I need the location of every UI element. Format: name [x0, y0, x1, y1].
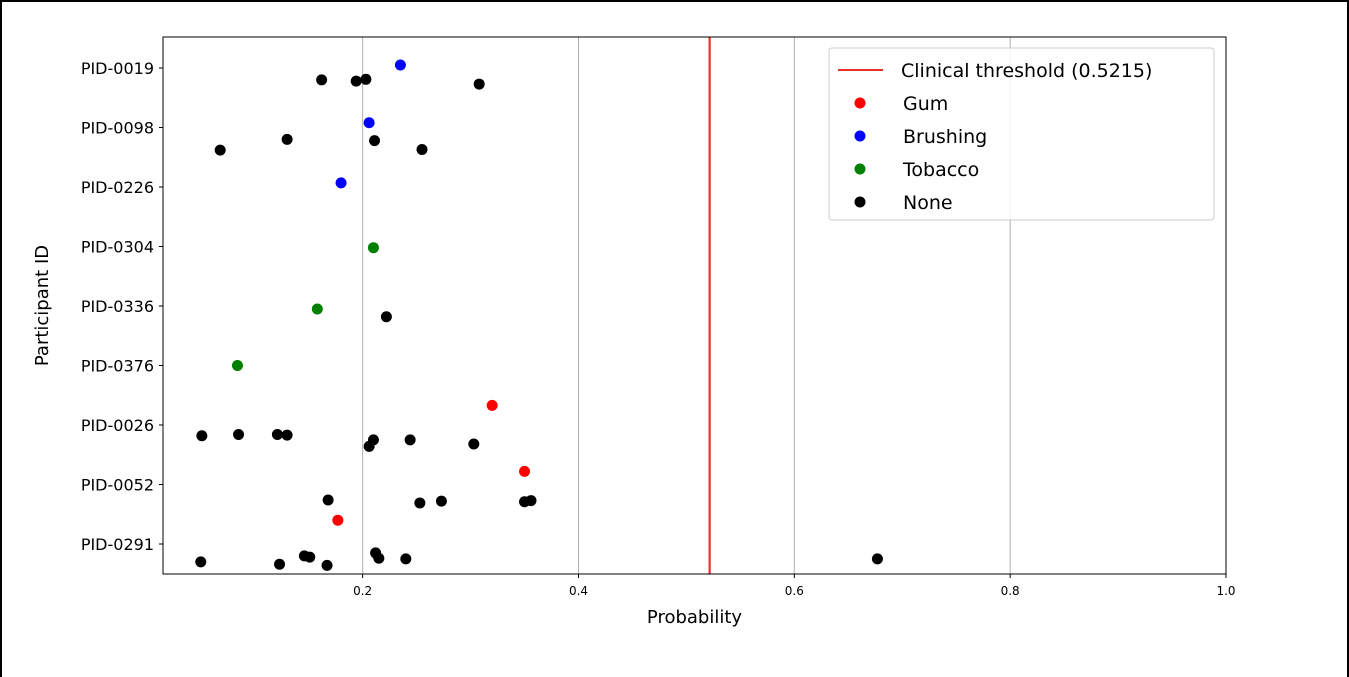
- legend-label-brushing: Brushing: [903, 126, 987, 148]
- legend-marker-brushing: [854, 130, 866, 142]
- point-none: [214, 144, 226, 156]
- point-none: [435, 495, 447, 507]
- points-layer: [195, 59, 883, 571]
- y-tick-label: PID-0098: [81, 119, 154, 138]
- point-none: [473, 78, 485, 90]
- point-none: [468, 438, 480, 450]
- x-tick-label: 1.0: [1216, 584, 1235, 598]
- point-gum: [486, 399, 498, 411]
- y-tick-label: PID-0291: [81, 535, 154, 554]
- point-gum: [519, 465, 531, 477]
- legend-label-tobacco: Tobacco: [902, 159, 979, 181]
- legend-marker-tobacco: [854, 163, 866, 175]
- point-none: [363, 440, 375, 452]
- point-tobacco: [231, 360, 243, 371]
- legend-threshold-label: Clinical threshold (0.5215): [901, 60, 1152, 82]
- y-tick-label: PID-0052: [81, 476, 154, 495]
- legend-label-none: None: [903, 192, 953, 214]
- point-none: [414, 497, 426, 509]
- x-tick-label: 0.4: [569, 584, 588, 598]
- point-none: [416, 144, 428, 156]
- y-tick-label: PID-0336: [81, 297, 154, 316]
- point-none: [525, 495, 537, 507]
- point-brushing: [363, 117, 375, 129]
- point-none: [400, 553, 412, 565]
- legend-marker-none: [854, 196, 866, 208]
- y-axis-label: Participant ID: [32, 245, 53, 366]
- point-none: [380, 311, 392, 323]
- point-none: [233, 429, 245, 441]
- x-axis-label: Probability: [647, 607, 742, 628]
- point-none: [196, 430, 208, 442]
- point-none: [195, 556, 207, 568]
- point-none: [271, 429, 283, 441]
- legend-series-entries: Gum Brushing Tobacco None: [854, 93, 987, 214]
- point-none: [321, 559, 333, 571]
- point-none: [360, 73, 372, 85]
- point-none: [304, 551, 316, 563]
- legend-box: [828, 47, 1215, 221]
- point-none: [322, 494, 334, 506]
- point-tobacco: [311, 303, 323, 315]
- y-tick-label: PID-0226: [81, 178, 154, 197]
- point-none: [373, 552, 385, 564]
- point-tobacco: [367, 242, 379, 254]
- point-none: [350, 75, 362, 87]
- legend-label-gum: Gum: [903, 93, 948, 115]
- point-brushing: [335, 177, 347, 189]
- point-none: [871, 553, 883, 565]
- point-none: [281, 133, 293, 145]
- x-axis-ticks: 0.2 0.4 0.6 0.8 1.0: [353, 574, 1236, 598]
- x-tick-label: 0.6: [785, 584, 804, 598]
- point-brushing: [394, 59, 406, 71]
- y-axis-ticks: PID-0019 PID-0098 PID-0226 PID-0304 PID-0336…: [81, 59, 163, 554]
- legend-marker-gum: [854, 97, 866, 109]
- point-gum: [332, 514, 344, 526]
- point-none: [274, 558, 286, 570]
- point-none: [281, 429, 293, 441]
- y-tick-label: PID-0026: [81, 416, 154, 435]
- point-none: [369, 135, 381, 147]
- x-tick-label: 0.2: [353, 584, 372, 598]
- y-tick-label: PID-0304: [81, 238, 154, 257]
- y-tick-label: PID-0019: [81, 59, 154, 78]
- y-tick-label: PID-0376: [81, 357, 154, 376]
- point-none: [316, 74, 328, 86]
- legend: Clinical threshold (0.5215) Gum Brushing T…: [828, 47, 1215, 221]
- x-tick-label: 0.8: [1001, 584, 1020, 598]
- point-none: [404, 434, 416, 446]
